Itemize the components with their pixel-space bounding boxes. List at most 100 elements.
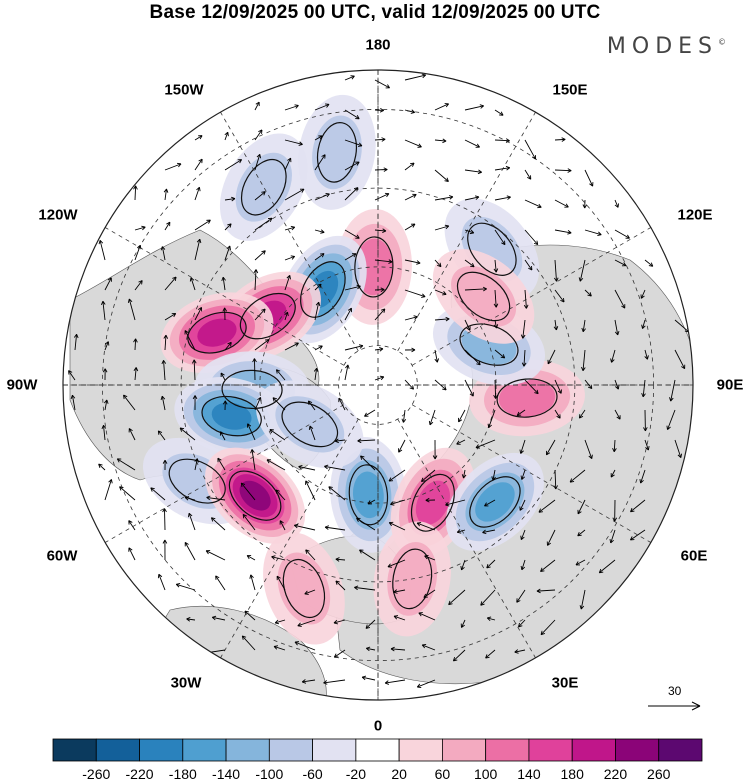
colorbar-tick-label: -180 [168,766,197,782]
wind-arrow [356,517,376,531]
wind-arrow [629,529,646,541]
wind-arrow [314,193,330,201]
wind-arrow [275,369,286,381]
wind-arrow [404,193,417,201]
wind-arrow [404,315,418,321]
wind-arrow [554,409,561,419]
colorbar-tick-label: 140 [517,766,541,782]
wind-arrow [520,469,526,480]
lon-label-180: 180 [365,36,391,54]
anomaly-level [451,266,517,327]
wind-arrow [253,269,259,291]
wind-arrow [249,574,256,591]
wind-arrow [614,319,620,336]
wind-arrow [224,245,231,261]
meridian-line [411,227,651,366]
wind-arrow [388,469,406,482]
wind-arrow [314,229,325,234]
lon-label-120w: 120W [38,206,78,224]
wind-arrow [279,520,286,531]
wind-arrow [540,559,556,572]
wind-arrow [186,617,196,622]
wind-arrow [516,589,526,603]
wind-arrow [390,499,406,506]
meridian-line [220,112,359,352]
wind-arrow [359,549,376,561]
anomaly-level [415,480,450,525]
meridian-line [220,418,359,658]
wind-arrow [246,423,256,441]
wind-arrow [456,439,466,445]
lon-label-30w: 30W [170,674,202,692]
wind-arrow [639,469,646,484]
wind-arrow [554,229,572,235]
wind-arrow [224,159,243,171]
anomaly-level [211,402,252,430]
wind-arrow [554,289,565,303]
wind-arrow [643,409,648,432]
wind-arrow [614,199,619,208]
wind-arrow [101,425,107,441]
wind-arrow [404,289,426,298]
wind-arrow [393,615,406,621]
wind-arrow [344,344,364,351]
wind-arrow [164,162,182,171]
wind-arrow [366,646,376,652]
wind-arrow [215,575,226,591]
wind-arrow [464,229,475,235]
colorbar-tick-label: -20 [345,766,366,782]
wind-arrow [252,358,257,381]
wind-arrow [434,316,450,322]
wind-arrow [486,559,496,569]
vector-scale-label: 30 [668,684,682,698]
wind-arrow [224,196,236,202]
meridian-line [105,404,345,543]
wind-arrow [272,397,286,411]
wind-arrow [98,463,106,471]
graticule [63,70,693,700]
wind-arrow [134,225,146,231]
colorbar-tick-label: -100 [255,766,284,782]
wind-arrow [416,679,436,688]
wind-arrow [254,153,262,171]
colorbar-swatch [52,738,97,762]
wind-arrow [493,259,499,273]
lon-label-90e: 90E [716,376,744,394]
wind-arrow [575,559,586,566]
wind-arrow [524,139,536,160]
wind-arrow [669,379,676,402]
wind-arrow [314,154,326,171]
wind-arrow [524,229,539,246]
wind-arrow [598,559,616,574]
wind-arrow [157,573,166,591]
colorbar-tick-label: 180 [560,766,584,782]
wind-arrow [641,319,646,329]
wind-arrow [448,589,466,606]
colorbar-tick-label: 260 [647,766,671,782]
wind-arrow [523,289,529,309]
wind-arrow [577,499,586,515]
anomaly-level [197,318,237,347]
wind-arrow [164,276,177,291]
logo-copyright-mark: © [718,37,726,47]
wind-arrow [162,539,168,561]
wind-arrow [304,589,316,595]
wind-arrow [314,103,330,111]
wind-arrow [614,229,630,239]
wind-arrow [524,259,533,271]
wind-arrow [284,342,299,351]
wind-arrow [487,409,496,429]
wind-arrow [460,619,466,628]
wind-arrow [674,439,683,458]
wind-arrow [160,246,166,261]
wind-arrow [401,409,407,423]
map-border [62,69,694,701]
wind-arrow [104,341,110,351]
wind-arrow [520,319,526,339]
wind-arrow [584,379,593,390]
wind-arrow [134,280,143,291]
wind-arrow [464,195,480,201]
wind-arrow [333,649,346,658]
wind-arrow [274,619,286,625]
wind-arrow [494,349,506,359]
